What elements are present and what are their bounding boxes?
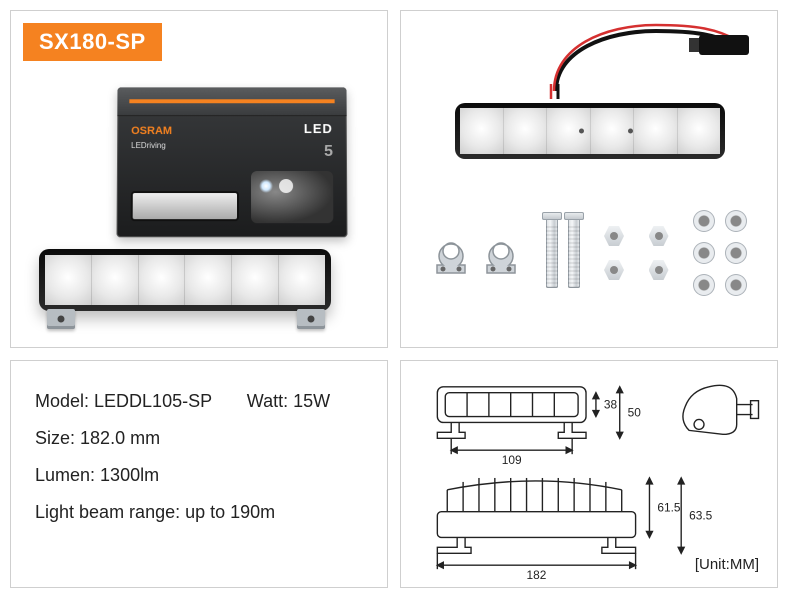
hex-nut <box>649 226 669 246</box>
panel-specs: Model: LEDDL105-SP Watt: 15W Size: 182.0… <box>10 360 388 588</box>
box-subbrand-text: LEDriving <box>131 141 166 150</box>
bolt <box>568 218 580 288</box>
dim-109: 109 <box>502 453 522 467</box>
washer <box>693 242 715 264</box>
box-thumb-lightbar <box>131 191 239 221</box>
spec-label: Watt: <box>247 391 293 411</box>
box-warranty-badge: 5 <box>324 143 333 161</box>
lightbar-lens <box>45 255 325 305</box>
led-cell <box>139 255 186 305</box>
spec-value: 182.0 mm <box>80 428 160 448</box>
packaging-box: OSRAM LED LEDriving 5 <box>116 87 347 237</box>
led-cell <box>92 255 139 305</box>
lightbar-product <box>39 249 331 311</box>
product-spec-grid: SX180-SP OSRAM LED LEDriving 5 <box>10 10 780 588</box>
spec-label: Size: <box>35 428 80 448</box>
box-accent-stripe <box>129 99 334 103</box>
hex-nut <box>649 260 669 280</box>
wiring-harness <box>546 21 756 101</box>
washer <box>725 274 747 296</box>
title-badge: SX180-SP <box>23 23 162 61</box>
spec-row-model-watt: Model: LEDDL105-SP Watt: 15W <box>35 383 363 420</box>
spec-list: Model: LEDDL105-SP Watt: 15W Size: 182.0… <box>11 361 387 553</box>
mount-bracket-left <box>47 309 75 329</box>
hex-nut <box>604 260 624 280</box>
dim-61-5: 61.5 <box>657 501 681 515</box>
mount-bracket-right <box>297 309 325 329</box>
spec-label: Lumen: <box>35 465 100 485</box>
box-car-image <box>251 171 333 223</box>
panel-tech-drawing: 109 38 50 <box>400 360 778 588</box>
spec-label: Model: <box>35 391 94 411</box>
spec-label: Light beam range: <box>35 502 185 522</box>
mount-clip <box>431 229 471 277</box>
led-cell <box>185 255 232 305</box>
unit-label: [Unit:MM] <box>695 556 759 573</box>
dim-50: 50 <box>628 406 642 420</box>
box-led-text: LED <box>304 121 333 136</box>
hardware-row <box>431 179 747 327</box>
dim-182: 182 <box>527 568 547 582</box>
spec-row-lumen: Lumen: 1300lm <box>35 457 363 494</box>
washer <box>693 210 715 232</box>
washer <box>725 210 747 232</box>
dim-38: 38 <box>604 398 618 412</box>
hex-nut <box>604 226 624 246</box>
bolt <box>546 218 558 288</box>
washer <box>693 274 715 296</box>
lightbar-top-view <box>455 103 725 159</box>
led-cell <box>279 255 325 305</box>
tech-drawing: 109 38 50 <box>401 361 777 587</box>
spec-value: 15W <box>293 391 330 411</box>
led-cell <box>45 255 92 305</box>
spec-value: up to 190m <box>185 502 275 522</box>
spec-row-size: Size: 182.0 mm <box>35 420 363 457</box>
panel-product-photo: SX180-SP OSRAM LED LEDriving 5 <box>10 10 388 348</box>
spec-value: LEDDL105-SP <box>94 391 212 411</box>
panel-hardware-kit <box>400 10 778 348</box>
mount-clip <box>481 229 521 277</box>
spec-row-beam: Light beam range: up to 190m <box>35 494 363 531</box>
washer <box>725 242 747 264</box>
led-cell <box>232 255 279 305</box>
dim-63-5: 63.5 <box>689 509 713 523</box>
spec-value: 1300lm <box>100 465 159 485</box>
wire-connector <box>699 35 749 55</box>
box-brand-text: OSRAM <box>131 125 172 137</box>
